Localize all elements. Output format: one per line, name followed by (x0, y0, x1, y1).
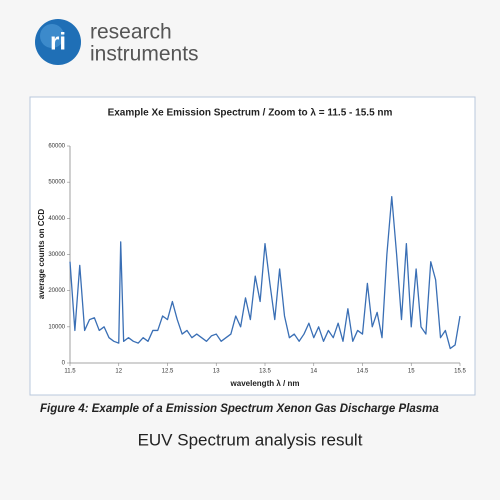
figure-caption: Figure 4: Example of a Emission Spectrum… (40, 403, 439, 415)
y-tick-label: 30000 (48, 252, 65, 258)
x-tick-label: 14 (310, 369, 317, 375)
x-tick-label: 13 (213, 369, 220, 375)
y-tick-label: 60000 (48, 144, 65, 150)
x-tick-label: 15 (408, 369, 415, 375)
y-tick-label: 40000 (48, 216, 65, 222)
plot: 0 10000 20000 30000 40000 50000 60000 11.5 12 12.… (48, 144, 466, 375)
chart-frame (29, 96, 476, 396)
footer-text: EUV Spectrum analysis result (138, 430, 363, 449)
data-line (69, 195, 461, 350)
x-tick-label: 13.5 (259, 369, 271, 375)
logo-mark: ri (50, 28, 66, 55)
y-tick-label: 10000 (48, 324, 65, 330)
x-tick-label: 12 (115, 369, 122, 375)
x-tick-label: 15.5 (454, 369, 466, 375)
x-tick-label: 11.5 (64, 369, 76, 375)
chart-title: Example Xe Emission Spectrum / Zoom to λ… (108, 108, 393, 119)
y-tick-label: 50000 (48, 180, 65, 186)
x-tick-label: 14.5 (357, 369, 369, 375)
y-axis-label: average counts on CCD (37, 209, 46, 299)
x-tick-label: 12.5 (162, 369, 174, 375)
logo-shine (40, 24, 64, 48)
y-tick-label: 0 (62, 361, 66, 367)
logo-text: instruments (90, 43, 199, 66)
y-tick-label: 20000 (48, 288, 65, 294)
logo-text: research (90, 21, 172, 44)
x-axis-label: wavelength λ / nm (230, 379, 300, 388)
